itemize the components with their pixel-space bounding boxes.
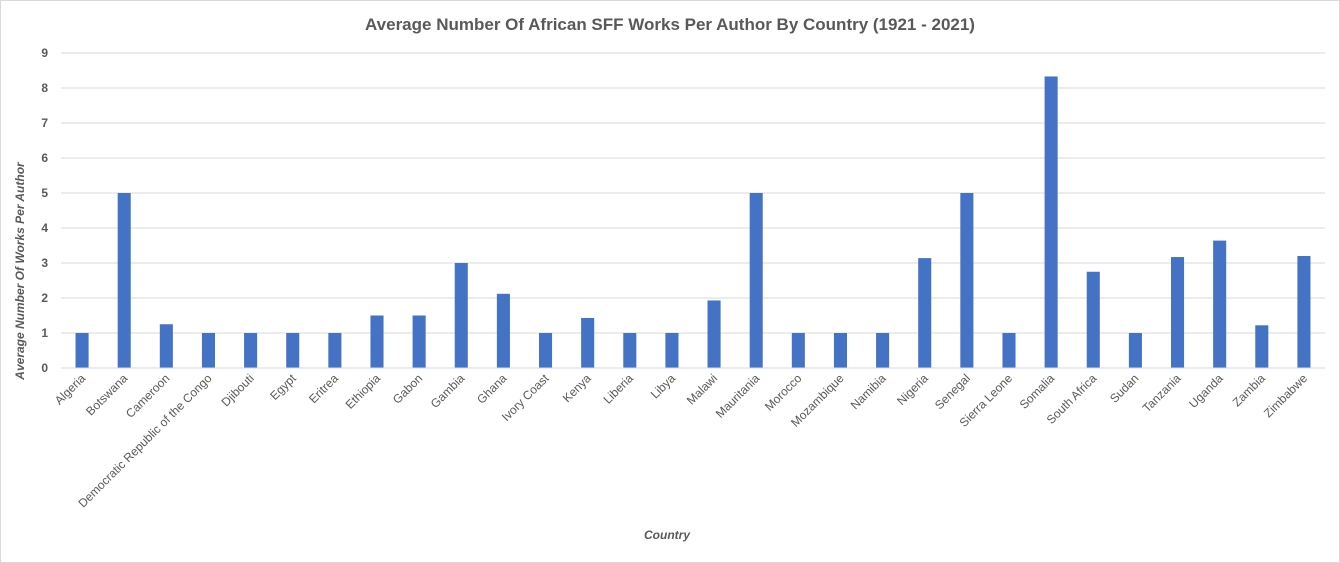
- x-tick-label: Ghana: [474, 371, 510, 407]
- x-tick-label: Djibouti: [219, 371, 257, 409]
- y-tick-label: 5: [41, 186, 48, 200]
- x-tick-label: Algeria: [52, 371, 89, 408]
- x-tick-label: Nigeria: [894, 371, 931, 408]
- bar: [749, 193, 763, 368]
- bar: [454, 263, 468, 368]
- bar: [707, 300, 721, 368]
- x-tick-label: Eritrea: [306, 371, 341, 406]
- y-tick-label: 1: [41, 326, 48, 340]
- bar: [1002, 333, 1016, 368]
- bar: [1213, 240, 1227, 368]
- bars: [75, 76, 1311, 368]
- y-tick-label: 6: [41, 151, 48, 165]
- bar: [1128, 333, 1142, 368]
- bar: [623, 333, 637, 368]
- y-tick-label: 2: [41, 291, 48, 305]
- x-axis-title: Country: [644, 528, 691, 542]
- bar: [412, 315, 426, 368]
- bar: [117, 193, 131, 368]
- x-tick-label: Senegal: [932, 371, 973, 412]
- bar: [286, 333, 300, 368]
- x-tick-label: Mauritania: [713, 371, 763, 421]
- bar: [791, 333, 805, 368]
- y-axis-ticks: 0 1 2 3 4 5 6 7 8 9: [41, 46, 48, 375]
- y-tick-label: 8: [41, 81, 48, 95]
- x-tick-label: Tanzania: [1140, 371, 1184, 415]
- x-tick-label: Somalia: [1017, 371, 1058, 412]
- bar: [1297, 256, 1311, 368]
- x-tick-label: Gabon: [390, 371, 425, 406]
- bar: [1086, 271, 1100, 368]
- x-tick-label: Libya: [648, 371, 678, 401]
- bar: [665, 333, 679, 368]
- chart-title: Average Number Of African SFF Works Per …: [365, 15, 975, 34]
- x-tick-label: Sudan: [1107, 371, 1141, 405]
- bar: [1044, 76, 1058, 368]
- bar: [833, 333, 847, 368]
- x-tick-label: Liberia: [601, 371, 637, 407]
- bar: [201, 333, 215, 368]
- bar: [1171, 257, 1185, 368]
- x-tick-label: Ethiopia: [343, 371, 384, 412]
- y-axis-title: Average Number Of Works Per Author: [13, 161, 27, 381]
- bar: [1255, 325, 1269, 368]
- bar: [244, 333, 258, 368]
- y-tick-label: 9: [41, 46, 48, 60]
- bar: [960, 193, 974, 368]
- x-tick-label: Uganda: [1186, 371, 1226, 411]
- bar: [75, 333, 89, 368]
- y-tick-label: 7: [41, 116, 48, 130]
- bar: [539, 333, 553, 368]
- x-tick-label: Zambia: [1230, 371, 1268, 409]
- x-tick-label: Namibia: [848, 371, 889, 412]
- x-tick-label: Egypt: [267, 371, 299, 403]
- x-tick-label: Malawi: [684, 371, 720, 407]
- y-tick-label: 3: [41, 256, 48, 270]
- bar: [328, 333, 342, 368]
- bar: [496, 293, 510, 368]
- x-tick-label: Kenya: [560, 371, 594, 405]
- y-tick-label: 4: [41, 221, 48, 235]
- bar: [581, 317, 595, 368]
- x-tick-label: Gambia: [428, 371, 468, 411]
- bar: [876, 333, 890, 368]
- bar: [918, 258, 932, 368]
- y-tick-label: 0: [41, 361, 48, 375]
- bar: [159, 324, 173, 368]
- gridlines: [61, 52, 1325, 334]
- x-tick-label: Morocco: [762, 371, 805, 414]
- bar: [370, 315, 384, 368]
- x-tick-label: Zimbabwe: [1261, 371, 1310, 420]
